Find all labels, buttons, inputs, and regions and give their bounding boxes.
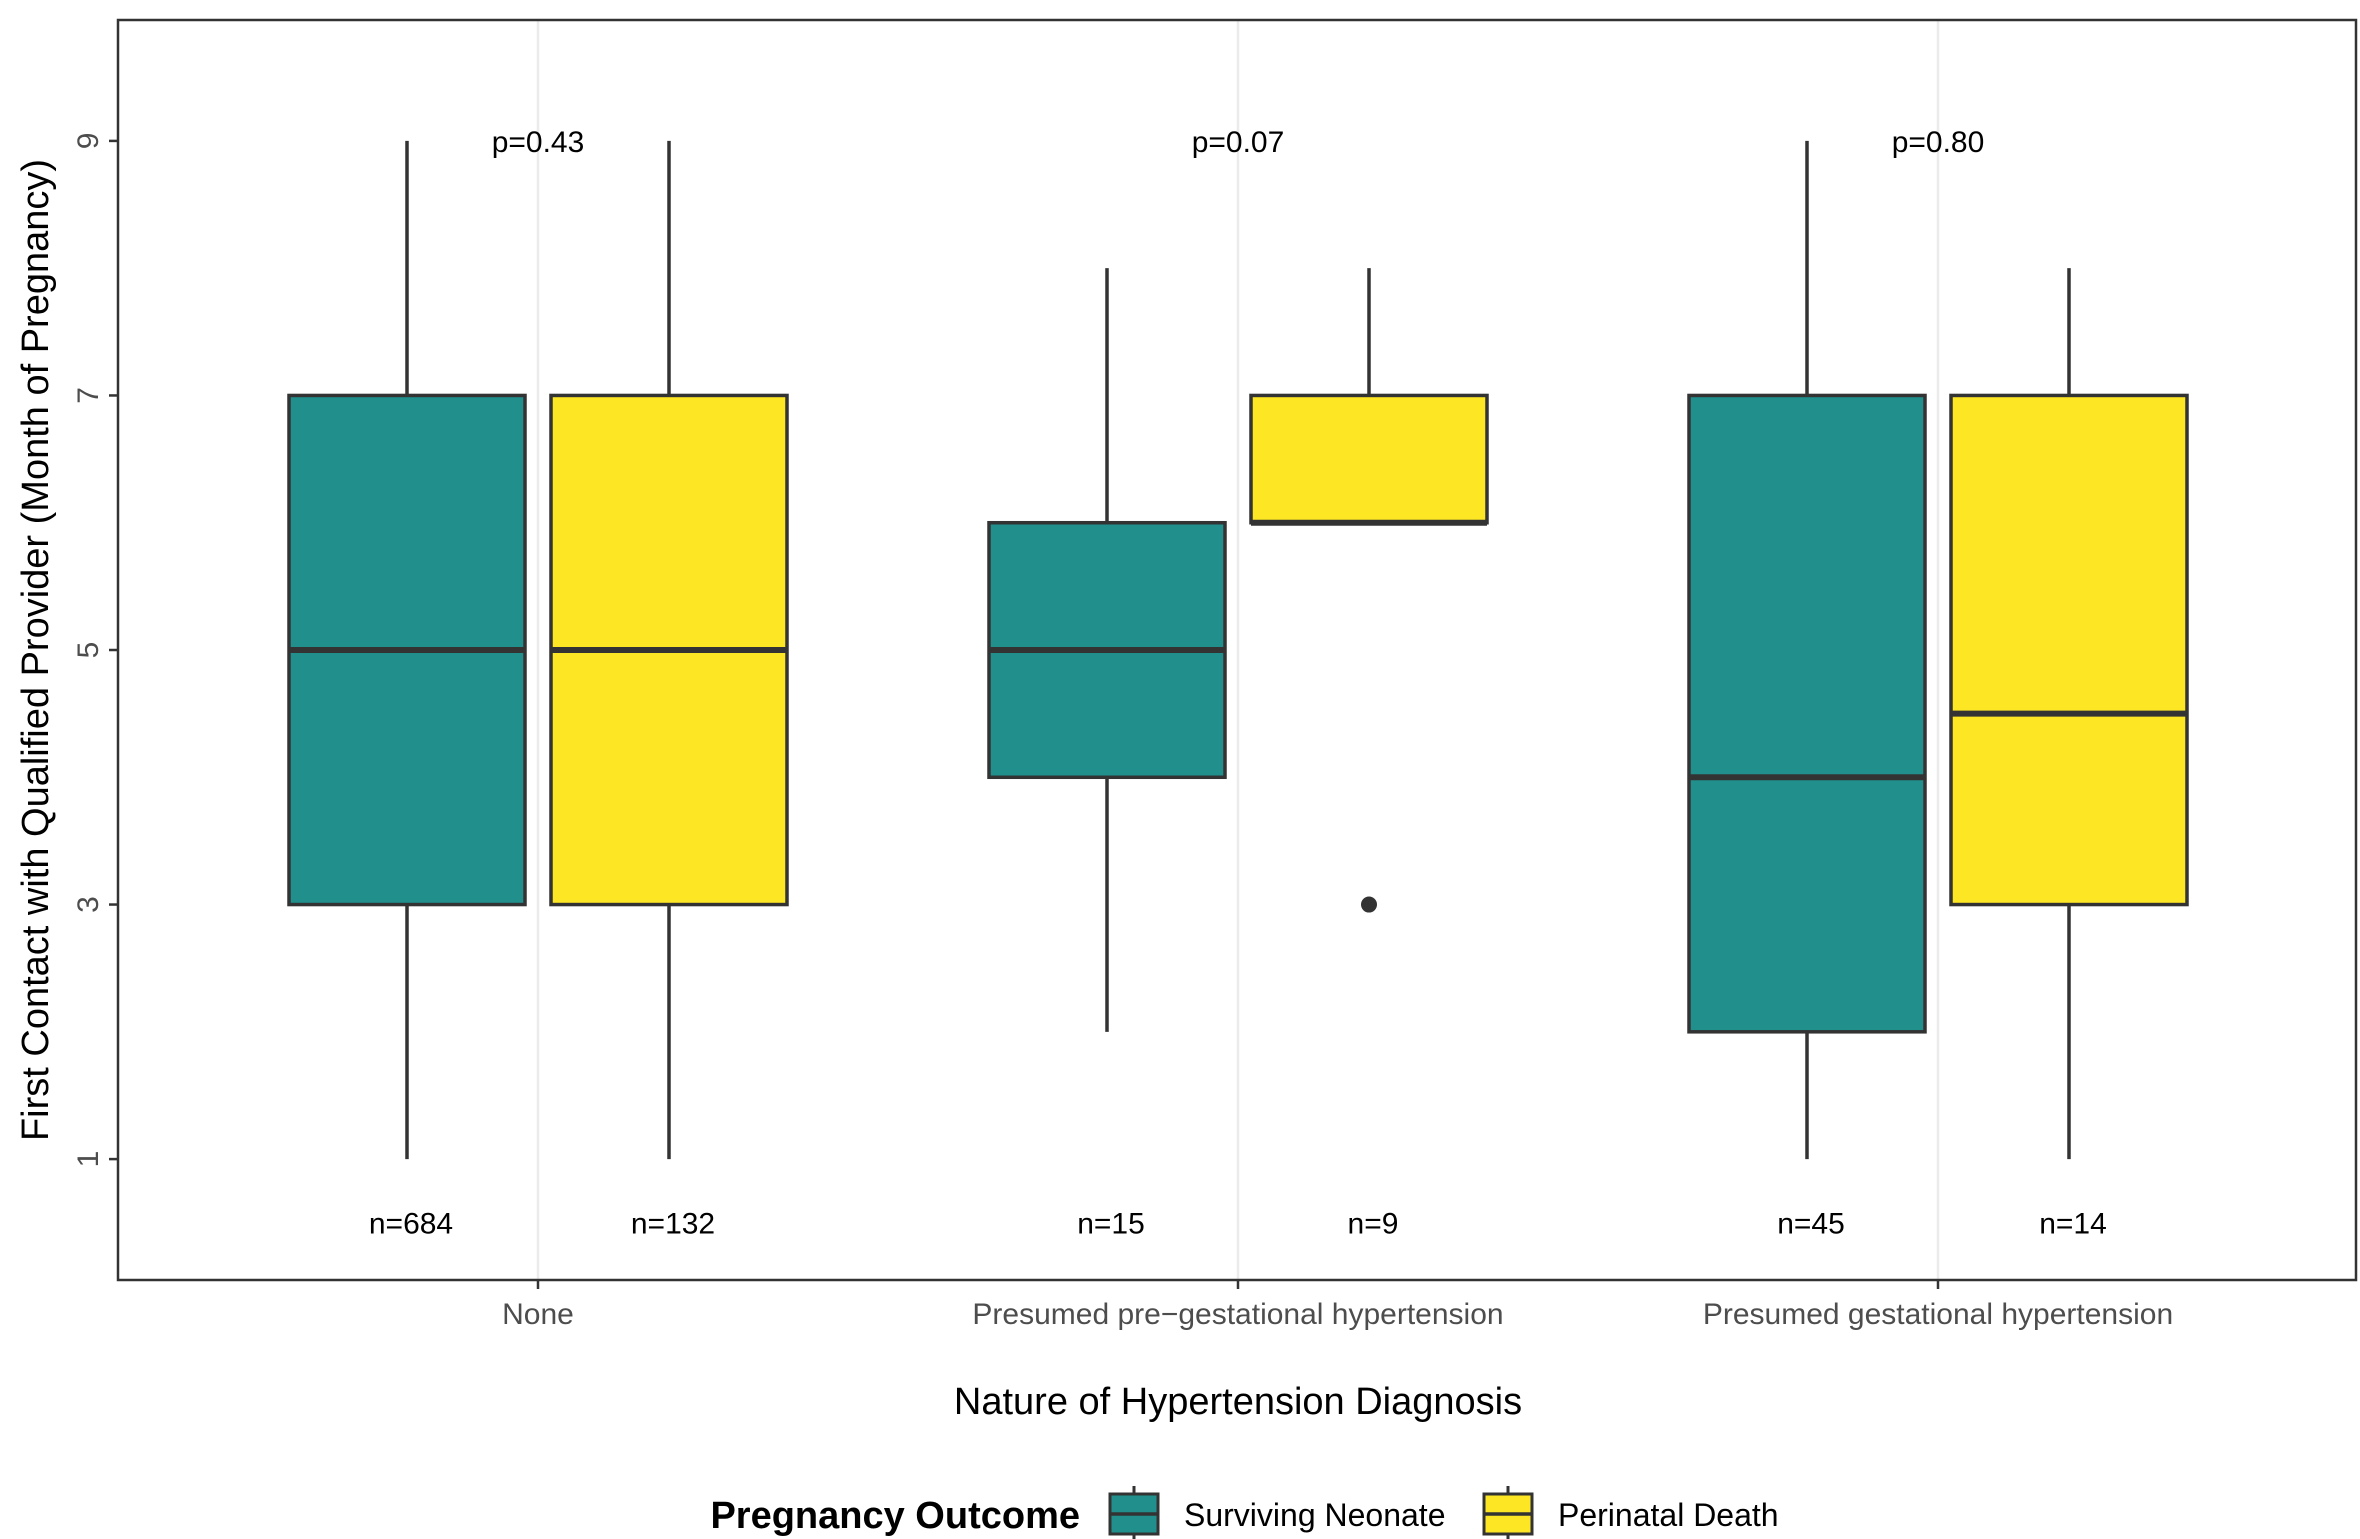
n-label-surviving-neonate-0: n=684 <box>369 1208 453 1241</box>
p-value-label-0: p=0.43 <box>492 126 585 159</box>
box-layer <box>287 140 2189 1160</box>
x-axis: None Presumed pre−gestational hypertensio… <box>502 1280 2173 1331</box>
legend-item-perinatal-death: Perinatal Death <box>1482 1486 1779 1539</box>
legend: Pregnancy Outcome Surviving Neonate Perin… <box>710 1486 1779 1539</box>
legend-label-surviving-neonate: Surviving Neonate <box>1184 1497 1445 1533</box>
x-tick-label-2: Presumed gestational hypertension <box>1703 1298 2173 1331</box>
legend-title: Pregnancy Outcome <box>710 1495 1080 1537</box>
p-value-label-2: p=0.80 <box>1892 126 1985 159</box>
annotation-layer: n=684 n=15 n=45 n=132 n=9 n=14 p=0.43 p=0.07 p=0… <box>369 126 2107 1241</box>
grid-layer <box>536 20 1940 1280</box>
p-value-label-1: p=0.07 <box>1192 126 1285 159</box>
box-surviving-neonate-0 <box>287 140 527 1160</box>
outlier-point-perinatal-death-1-0 <box>1361 896 1377 913</box>
box-perinatal-death-1 <box>1249 268 1489 913</box>
y-tick-label-4: 9 <box>72 133 105 150</box>
n-label-surviving-neonate-2: n=45 <box>1777 1208 1845 1241</box>
legend-item-surviving-neonate: Surviving Neonate <box>1108 1486 1445 1539</box>
y-tick-label-0: 1 <box>72 1151 105 1168</box>
legend-label-perinatal-death: Perinatal Death <box>1558 1497 1779 1533</box>
n-label-surviving-neonate-1: n=15 <box>1077 1208 1145 1241</box>
box-surviving-neonate-1 <box>987 268 1227 1032</box>
box-body-perinatal-death-2 <box>1949 393 2189 907</box>
y-tick-label-2: 5 <box>72 642 105 659</box>
box-perinatal-death-0 <box>549 140 789 1160</box>
box-body-perinatal-death-1 <box>1249 393 1489 525</box>
box-body-surviving-neonate-2 <box>1687 393 1927 1034</box>
n-label-perinatal-death-1: n=9 <box>1348 1208 1399 1241</box>
x-tick-label-1: Presumed pre−gestational hypertension <box>972 1298 1503 1331</box>
box-perinatal-death-2 <box>1949 268 2189 1160</box>
n-label-perinatal-death-2: n=14 <box>2039 1208 2107 1241</box>
x-axis-title: Nature of Hypertension Diagnosis <box>954 1381 1522 1423</box>
y-tick-label-1: 3 <box>72 896 105 913</box>
x-tick-label-0: None <box>502 1298 574 1331</box>
box-surviving-neonate-2 <box>1687 140 1927 1160</box>
y-axis: 1 3 5 7 9 <box>72 133 118 1168</box>
n-label-perinatal-death-0: n=132 <box>631 1208 715 1241</box>
y-axis-title: First Contact with Qualified Provider (M… <box>15 159 57 1141</box>
y-tick-label-3: 7 <box>72 387 105 404</box>
